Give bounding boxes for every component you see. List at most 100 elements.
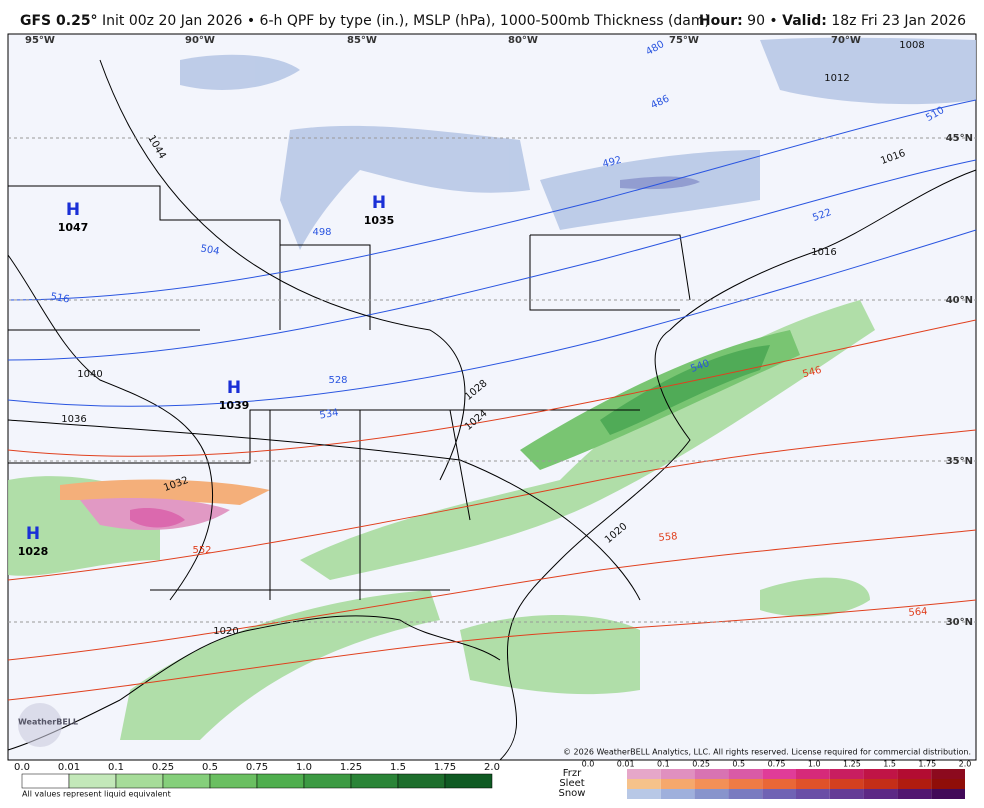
thickness-label: 564 <box>908 606 928 619</box>
rain-scale-label: 0.75 <box>246 762 268 773</box>
type-swatch <box>863 769 898 779</box>
type-swatch <box>728 779 763 789</box>
valid: 18z Fri 23 Jan 2026 <box>831 13 966 29</box>
type-scale-label: 1.75 <box>918 760 936 769</box>
isobar-label: 1008 <box>899 40 924 51</box>
type-scale-label: 1.5 <box>883 760 896 769</box>
type-swatch <box>829 789 864 799</box>
rain-scale-label: 0.1 <box>108 762 124 773</box>
thickness-label: 498 <box>312 227 331 238</box>
rain-swatch <box>256 773 305 789</box>
header-right: Hour: 90 • Valid: 18z Fri 23 Jan 2026 <box>699 13 966 29</box>
type-swatch <box>694 789 729 799</box>
type-scale-label: 0.1 <box>657 760 670 769</box>
type-label: Frzr <box>563 768 582 779</box>
type-swatch <box>796 779 830 789</box>
rain-swatch <box>21 773 70 789</box>
rain-swatch <box>209 773 258 789</box>
snow-area <box>280 125 530 250</box>
rain-area <box>760 577 870 617</box>
type-swatch <box>829 769 864 779</box>
longitude-label: 70°W <box>831 35 861 46</box>
rain-scale-label: 1.0 <box>296 762 312 773</box>
latitude-label: 40°N <box>946 295 973 306</box>
type-swatch <box>897 779 932 789</box>
type-swatch <box>694 779 729 789</box>
type-scale-label: 0.75 <box>768 760 786 769</box>
longitude-label: 75°W <box>669 35 699 46</box>
high-pressure: 1035 <box>364 214 395 227</box>
type-scale-label: 0.0 <box>582 760 595 769</box>
rain-swatch <box>397 773 446 789</box>
type-swatch <box>863 789 898 799</box>
rain-swatch <box>115 773 164 789</box>
high-pressure: 1047 <box>58 221 89 234</box>
type-scale-label: 1.25 <box>843 760 861 769</box>
thickness-label: 528 <box>328 375 347 386</box>
type-swatch <box>897 789 932 799</box>
rain-swatch <box>303 773 352 789</box>
type-scale-label: 0.5 <box>732 760 745 769</box>
frzr-area <box>130 508 185 528</box>
isobar-label: 1040 <box>77 369 102 380</box>
rain-scale-label: 0.0 <box>14 762 30 773</box>
latitude-label: 45°N <box>946 133 973 144</box>
rain-scale-label: 1.5 <box>390 762 406 773</box>
latitude-label: 35°N <box>946 456 973 467</box>
isobar-label: 1020 <box>213 626 238 637</box>
type-swatch <box>694 769 729 779</box>
type-swatch <box>931 769 965 779</box>
high-pressure: 1028 <box>18 545 49 558</box>
thickness-label: 558 <box>658 531 678 544</box>
type-scale-label: 2.0 <box>959 760 972 769</box>
thickness-label: 546 <box>801 365 822 381</box>
rain-swatch <box>68 773 117 789</box>
logo: WeatherBELL <box>18 718 78 727</box>
longitude-label: 85°W <box>347 35 377 46</box>
isobar-label: 1036 <box>61 414 86 425</box>
type-scale-label: 0.25 <box>692 760 710 769</box>
rain-swatch <box>350 773 399 789</box>
logo-mark <box>18 703 62 747</box>
snow-area <box>760 37 976 105</box>
rain-scale-label: 1.75 <box>434 762 456 773</box>
thickness-label: 516 <box>50 291 71 305</box>
isobar-label: 1016 <box>811 247 836 258</box>
type-swatch <box>728 789 763 799</box>
graticule <box>8 137 976 623</box>
type-swatch <box>762 769 796 779</box>
rain-scale-label: 1.25 <box>340 762 362 773</box>
contours <box>7 59 977 701</box>
type-swatch <box>627 769 661 779</box>
longitude-label: 90°W <box>185 35 215 46</box>
rain-area <box>120 590 440 740</box>
high-symbol: H <box>66 200 80 220</box>
high-symbol: H <box>372 193 386 213</box>
valid-label: Valid: <box>782 13 827 29</box>
snow-area <box>180 54 300 90</box>
thickness-label: 552 <box>192 545 211 556</box>
type-swatch <box>762 789 796 799</box>
thickness-label: 504 <box>200 243 221 257</box>
longitude-label: 80°W <box>508 35 538 46</box>
type-swatch <box>660 789 695 799</box>
legend-note: All values represent liquid equivalent <box>22 790 171 799</box>
type-scale-label: 1.0 <box>808 760 821 769</box>
description: Init 00z 20 Jan 2026 • 6-h QPF by type (… <box>102 13 710 29</box>
copyright: © 2026 WeatherBELL Analytics, LLC. All r… <box>563 748 971 757</box>
type-swatch <box>931 779 965 789</box>
type-swatch <box>931 789 965 799</box>
type-swatch <box>796 769 830 779</box>
type-swatch <box>627 779 661 789</box>
type-swatch <box>660 779 695 789</box>
type-swatch <box>660 769 695 779</box>
model: GFS 0.25° <box>20 13 98 29</box>
type-swatch <box>863 779 898 789</box>
legend: All values represent liquid equivalent 0… <box>14 760 972 799</box>
rain-swatch <box>444 773 493 789</box>
thickness-label: 534 <box>319 407 340 421</box>
type-swatch <box>627 789 661 799</box>
map: 95°W 90°W 85°W 80°W 75°W 70°W 45°N 40°N 35°N 30°N… <box>7 33 977 761</box>
hour: 90 • <box>747 13 778 29</box>
